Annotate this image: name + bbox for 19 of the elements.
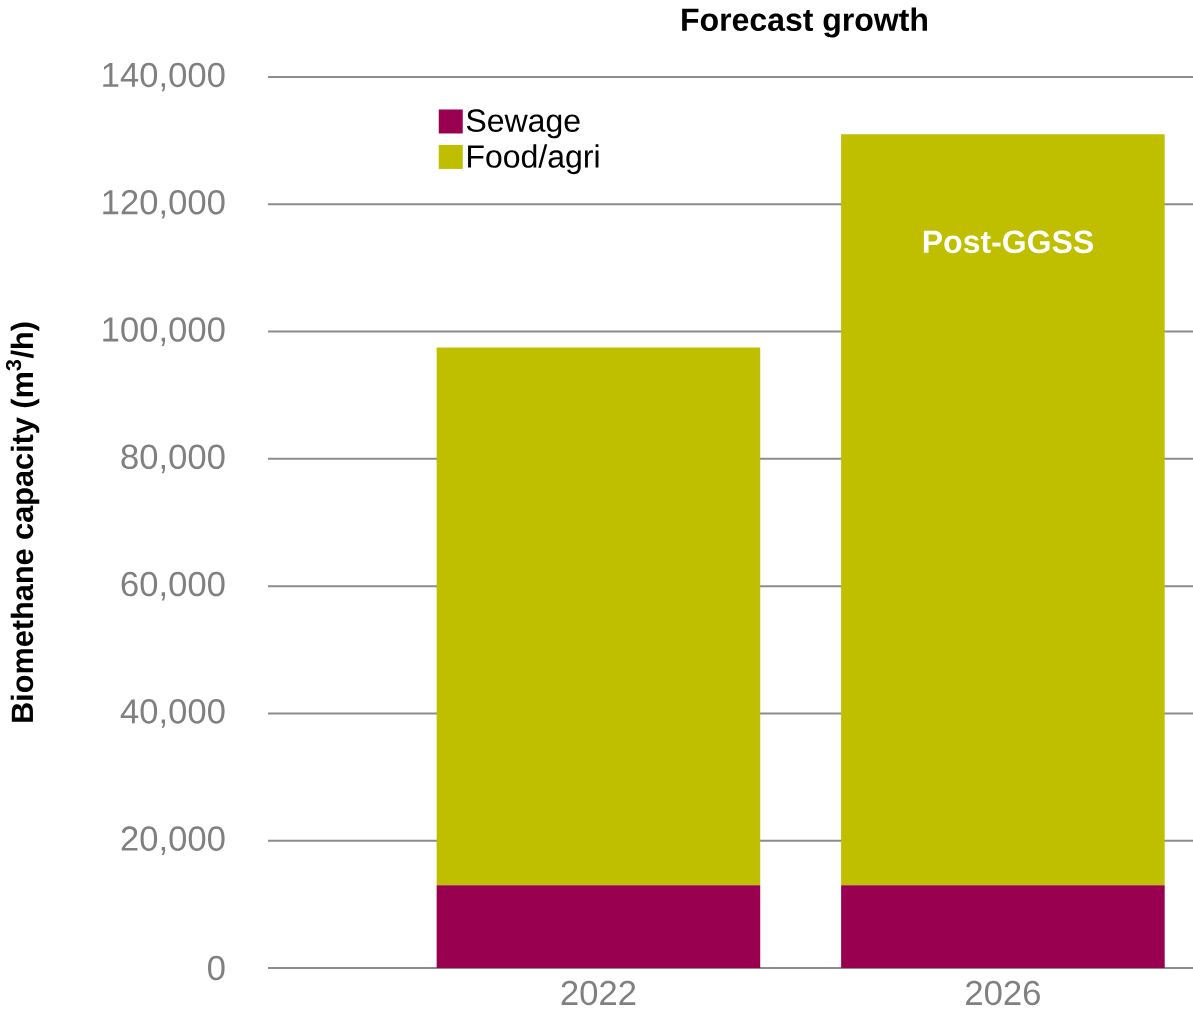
annotation: Post-GGSS — [923, 230, 1093, 254]
y-tick-label: 80,000 — [121, 444, 225, 474]
bar — [436, 347, 761, 886]
y-tick-label: 60,000 — [121, 571, 225, 601]
y-tick-label: 120,000 — [103, 189, 225, 219]
bar — [841, 134, 1165, 886]
chart-title: Forecast growth — [682, 7, 927, 38]
y-tick-label: 40,000 — [120, 699, 225, 728]
y-tick-label: 20,000 — [121, 826, 225, 856]
y-tick-label: 100,000 — [103, 317, 225, 346]
y-axis-title: Biomethane capacity (m$^{3}$/h) — [5, 322, 40, 722]
bar — [841, 885, 1165, 968]
y-tick-label: 0 — [208, 955, 225, 981]
x-tick-label: 2022 — [561, 980, 636, 1006]
y-tick-label: 140,000 — [103, 62, 225, 92]
legend-label: Food/agri — [468, 144, 599, 175]
legend-label: Sewage — [466, 109, 580, 139]
x-tick-label: 2026 — [966, 980, 1040, 1006]
bar — [436, 885, 761, 968]
